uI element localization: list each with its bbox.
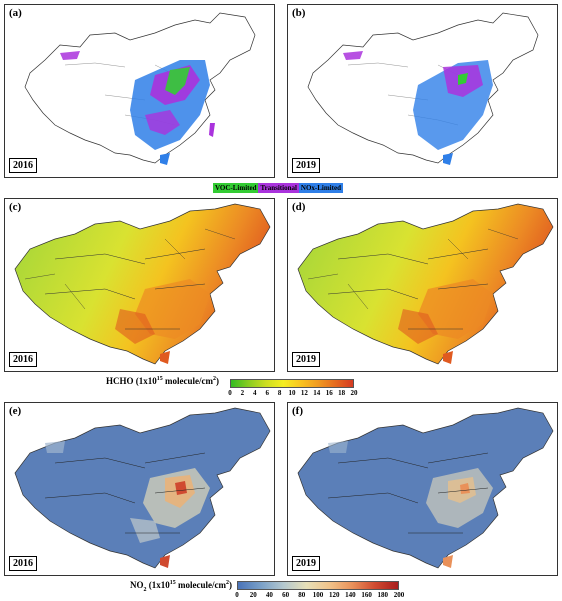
no2-tick-0: 0 bbox=[235, 591, 239, 599]
hcho-tick-6: 6 bbox=[265, 389, 269, 397]
hcho-colorbar bbox=[230, 379, 354, 388]
no2-tick-200: 200 bbox=[393, 591, 405, 599]
regime-legend: VOC-Limited Transitional NOx-Limited bbox=[213, 183, 343, 193]
year-label-b: 2019 bbox=[292, 158, 320, 173]
year-label-c: 2016 bbox=[9, 352, 37, 367]
hcho-tick-2: 2 bbox=[240, 389, 245, 397]
no2-tick-140: 140 bbox=[345, 591, 356, 599]
panel-b: (b) 2019 bbox=[287, 4, 558, 178]
legend-transitional: Transitional bbox=[258, 183, 299, 193]
china-map-hcho-2019 bbox=[297, 203, 554, 365]
no2-tick-80: 80 bbox=[298, 591, 306, 599]
hcho-tick-18: 18 bbox=[338, 389, 346, 397]
hcho-tick-12: 12 bbox=[300, 389, 308, 397]
hcho-tick-4: 4 bbox=[253, 389, 257, 397]
no2-tick-20: 20 bbox=[249, 591, 257, 599]
no2-colorbar-ticks: 0 20 40 60 80 100 120 140 160 180 200 bbox=[235, 591, 404, 601]
legend-voc-limited: VOC-Limited bbox=[213, 183, 259, 193]
hcho-colorbar-ticks: 0 2 4 6 8 10 12 14 16 18 20 bbox=[228, 389, 357, 399]
panel-letter-f: (f) bbox=[292, 405, 303, 417]
panel-c: (c) 2016 bbox=[4, 198, 275, 372]
no2-colorbar bbox=[237, 581, 399, 590]
panel-e: (e) 2016 bbox=[4, 402, 275, 576]
no2-tick-100: 100 bbox=[312, 591, 324, 599]
hcho-tick-20: 20 bbox=[350, 389, 358, 397]
year-label-d: 2019 bbox=[292, 352, 320, 367]
panel-letter-e: (e) bbox=[9, 405, 22, 417]
no2-tick-180: 180 bbox=[377, 591, 389, 599]
no2-tick-160: 160 bbox=[361, 591, 372, 599]
hcho-tick-14: 14 bbox=[313, 389, 321, 397]
no2-tick-120: 120 bbox=[328, 591, 340, 599]
panel-letter-d: (d) bbox=[292, 201, 306, 213]
legend-nox-limited: NOx-Limited bbox=[298, 183, 343, 193]
china-map-hcho-2016 bbox=[14, 203, 271, 365]
panel-letter-b: (b) bbox=[292, 7, 306, 19]
hcho-tick-0: 0 bbox=[228, 389, 232, 397]
hcho-tick-8: 8 bbox=[277, 389, 282, 397]
year-label-e: 2016 bbox=[9, 556, 37, 571]
no2-tick-40: 40 bbox=[265, 591, 273, 599]
panel-d: (d) 2019 bbox=[287, 198, 558, 372]
panel-a: (a) 2016 bbox=[4, 4, 275, 178]
panel-f: (f) 2019 bbox=[287, 402, 558, 576]
year-label-f: 2019 bbox=[292, 556, 320, 571]
china-map-no2-2019 bbox=[297, 407, 554, 569]
hcho-tick-10: 10 bbox=[288, 389, 296, 397]
china-map-regime-2019 bbox=[307, 12, 539, 165]
hcho-colorbar-title: HCHO (1x1015 molecule/cm2) bbox=[106, 376, 219, 386]
year-label-a: 2016 bbox=[9, 158, 37, 173]
panel-letter-a: (a) bbox=[9, 7, 22, 19]
panel-letter-c: (c) bbox=[9, 201, 22, 213]
no2-tick-60: 60 bbox=[282, 591, 290, 599]
no2-colorbar-title: NO2 (1x1015 molecule/cm2) bbox=[130, 580, 232, 593]
hcho-tick-16: 16 bbox=[325, 389, 333, 397]
china-map-regime-2016 bbox=[24, 12, 256, 165]
china-map-no2-2016 bbox=[14, 407, 271, 569]
